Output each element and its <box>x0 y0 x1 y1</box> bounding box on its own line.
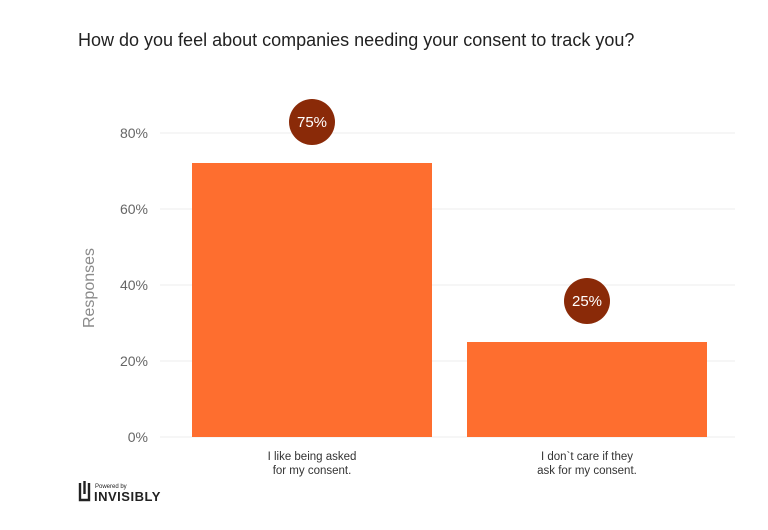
y-tick-label: 60% <box>120 201 148 217</box>
y-tick-label: 0% <box>128 429 148 445</box>
brand-logo: Powered by INVISIBLY <box>78 481 161 504</box>
brand-name: INVISIBLY <box>94 489 161 504</box>
chart-title: How do you feel about companies needing … <box>78 30 634 50</box>
y-axis-label: Responses <box>81 248 98 328</box>
data-label: 75% <box>297 114 327 131</box>
bar <box>192 163 432 437</box>
data-label-bubble <box>289 99 335 145</box>
invisibly-logo-icon <box>78 481 91 502</box>
data-label: 25% <box>572 293 602 310</box>
powered-by-text: Powered by <box>95 484 127 490</box>
data-labels: 75% 25% <box>289 99 610 324</box>
x-tick-label: I like being asked for my consent. <box>268 451 357 477</box>
y-tick-label: 80% <box>120 125 148 141</box>
bars <box>192 163 707 437</box>
y-tick-label: 20% <box>120 353 148 369</box>
y-axis-ticks: 0% 20% 40% 60% 80% <box>120 125 148 445</box>
y-tick-label: 40% <box>120 277 148 293</box>
bar <box>467 342 707 437</box>
category-labels: I like being asked for my consent. I don`t… <box>268 451 637 477</box>
x-tick-label: I don`t care if they ask for my consent. <box>537 451 637 477</box>
data-label-bubble <box>564 278 610 324</box>
